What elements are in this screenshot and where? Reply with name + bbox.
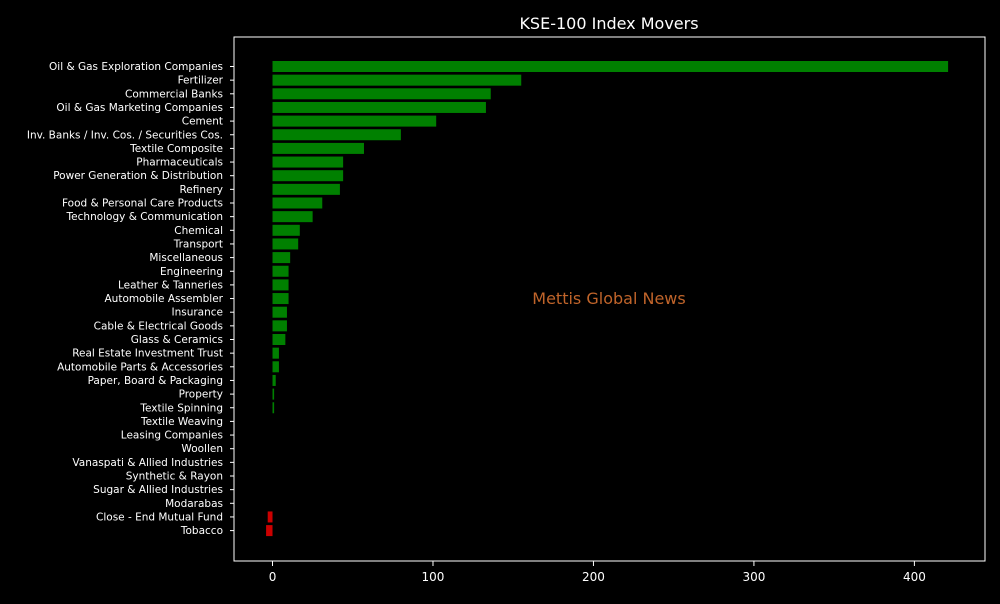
bar — [272, 88, 491, 100]
x-tick-label: 300 — [742, 570, 765, 584]
category-label: Tobacco — [180, 525, 223, 537]
category-label: Automobile Parts & Accessories — [57, 361, 223, 373]
category-label: Automobile Assembler — [105, 293, 224, 305]
category-label: Miscellaneous — [149, 252, 223, 264]
category-label: Paper, Board & Packaging — [88, 375, 223, 387]
category-label: Chemical — [174, 225, 223, 237]
category-label: Textile Weaving — [140, 416, 223, 428]
watermark-text: Mettis Global News — [532, 289, 685, 308]
bar — [272, 306, 287, 318]
bar — [272, 197, 323, 209]
bar — [272, 265, 289, 277]
bar — [272, 252, 291, 264]
chart-title: KSE-100 Index Movers — [519, 14, 698, 33]
category-label: Oil & Gas Exploration Companies — [49, 61, 223, 73]
bar — [272, 374, 276, 386]
x-tick-label: 100 — [422, 570, 445, 584]
bar — [267, 511, 273, 523]
bar — [272, 224, 300, 236]
bar — [272, 170, 344, 182]
bar — [266, 525, 273, 537]
category-label: Engineering — [160, 266, 223, 278]
bars-layer — [266, 61, 949, 537]
category-label: Food & Personal Care Products — [62, 198, 223, 210]
category-label: Real Estate Investment Trust — [72, 348, 223, 360]
category-label: Modarabas — [165, 498, 223, 510]
category-label: Cable & Electrical Goods — [94, 320, 223, 332]
x-tick-label: 200 — [582, 570, 605, 584]
category-label: Technology & Communication — [66, 211, 223, 223]
bar — [272, 183, 340, 195]
bar — [272, 279, 289, 291]
category-label: Power Generation & Distribution — [53, 170, 223, 182]
category-label: Glass & Ceramics — [131, 334, 223, 346]
bar — [272, 293, 289, 305]
category-label: Textile Spinning — [139, 402, 223, 414]
bar — [272, 115, 437, 127]
x-axis-ticks: 0 100 200 300 400 — [269, 561, 926, 584]
category-label: Woollen — [181, 443, 223, 455]
bar — [272, 334, 286, 345]
category-label: Synthetic & Rayon — [126, 471, 223, 483]
bar — [272, 74, 522, 86]
bar — [272, 101, 486, 113]
x-tick-label: 400 — [903, 570, 926, 584]
bar — [272, 142, 364, 154]
category-label: Refinery — [179, 184, 223, 196]
category-label: Inv. Banks / Inv. Cos. / Securities Cos. — [27, 129, 223, 141]
bar — [272, 320, 287, 332]
category-label: Oil & Gas Marketing Companies — [56, 102, 223, 114]
category-label: Property — [179, 389, 223, 401]
category-label: Commercial Banks — [125, 88, 223, 100]
x-tick-label: 0 — [269, 570, 277, 584]
bar — [272, 347, 279, 359]
bar — [272, 156, 344, 168]
bar — [272, 388, 275, 400]
category-label: Transport — [173, 238, 223, 250]
category-label: Cement — [182, 116, 223, 128]
category-label: Insurance — [171, 307, 223, 319]
bar — [272, 129, 401, 141]
category-label: Fertilizer — [178, 75, 224, 87]
category-label: Leather & Tanneries — [118, 279, 223, 291]
category-label: Close - End Mutual Fund — [96, 511, 223, 523]
category-label: Pharmaceuticals — [136, 157, 223, 169]
category-label: Vanaspati & Allied Industries — [72, 457, 223, 469]
bar — [272, 402, 275, 414]
category-label: Sugar & Allied Industries — [93, 484, 223, 496]
category-label: Textile Composite — [129, 143, 223, 155]
bar — [272, 211, 313, 223]
bar — [272, 361, 279, 373]
category-labels: Oil & Gas Exploration Companies Fertilize… — [27, 61, 234, 537]
bar — [272, 61, 949, 72]
bar — [272, 238, 299, 250]
category-label: Leasing Companies — [121, 430, 223, 442]
